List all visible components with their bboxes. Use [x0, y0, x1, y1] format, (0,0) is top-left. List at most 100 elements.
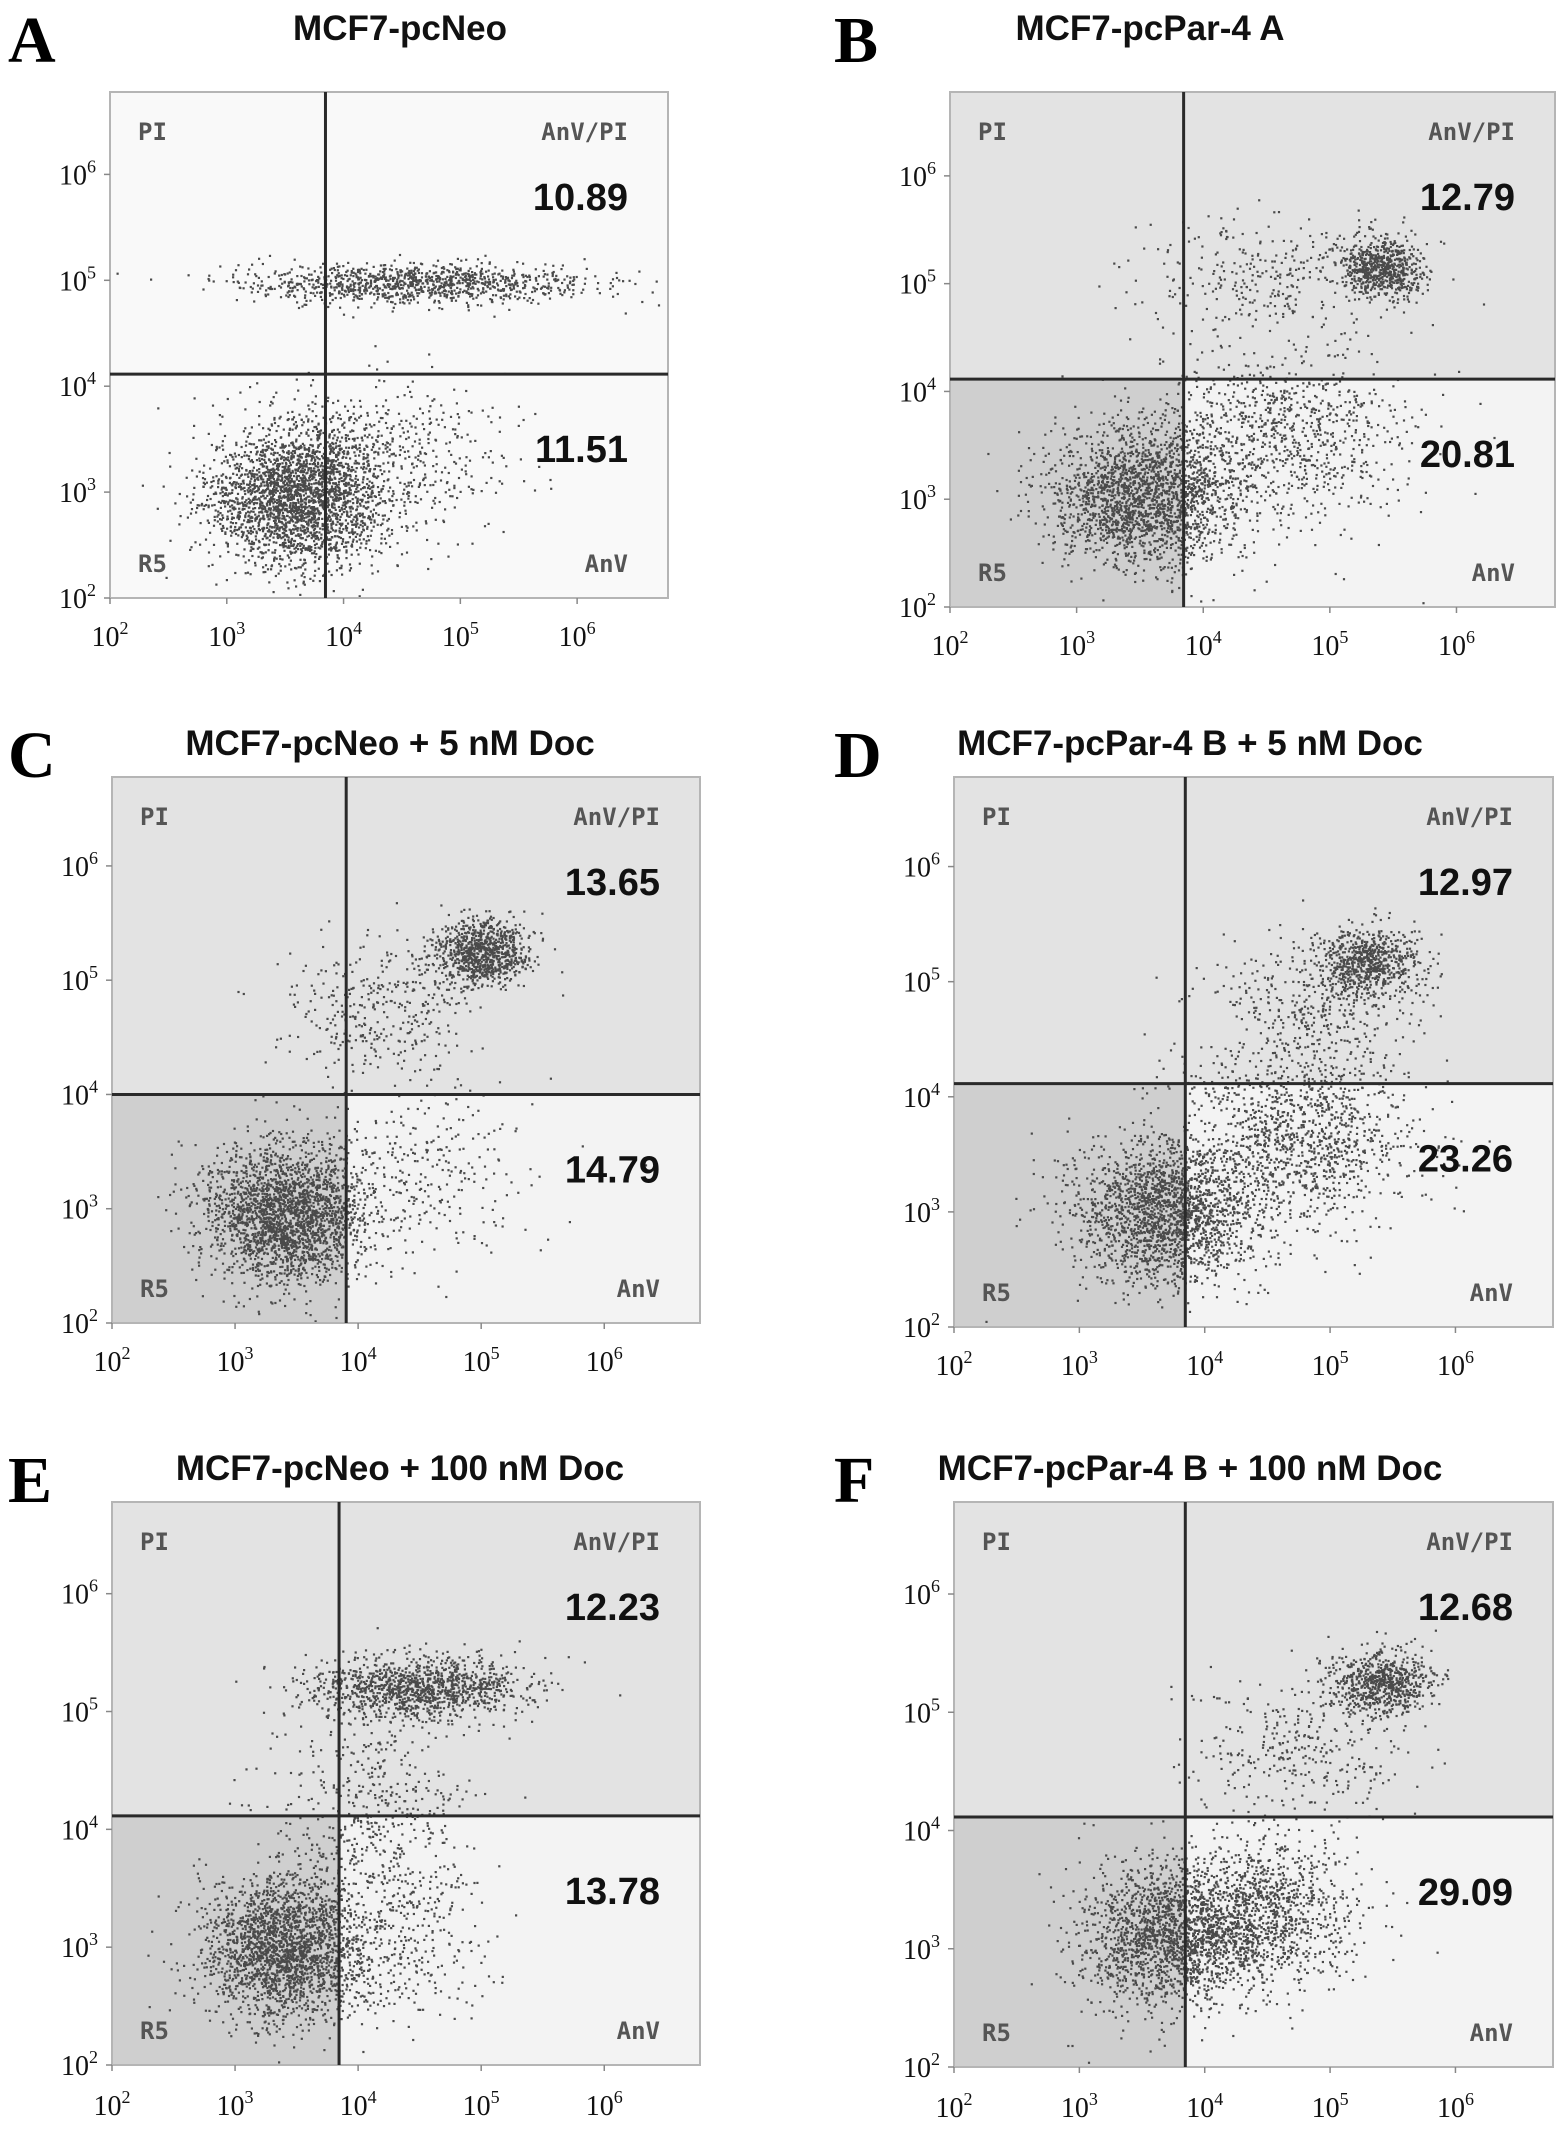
scatter-point: [309, 443, 312, 447]
scatter-point: [1175, 464, 1178, 467]
scatter-point: [442, 519, 445, 522]
scatter-point: [249, 386, 252, 389]
scatter-point: [485, 481, 488, 484]
scatter-point: [380, 276, 383, 279]
scatter-point: [316, 507, 319, 510]
scatter-point: [419, 450, 422, 453]
scatter-point: [250, 291, 253, 294]
scatter-point: [260, 478, 263, 481]
scatter-point: [386, 446, 389, 449]
scatter-point: [242, 479, 245, 482]
scatter-point: [302, 471, 305, 474]
scatter-point: [314, 519, 317, 522]
scatter-point: [300, 479, 303, 482]
scatter-point: [299, 486, 302, 489]
scatter-point: [348, 506, 351, 509]
scatter-point: [354, 289, 357, 292]
scatter-point: [352, 290, 355, 293]
scatter-point: [467, 275, 470, 278]
scatter-point: [276, 483, 279, 486]
scatter-point: [275, 441, 278, 444]
scatter-point: [388, 498, 391, 501]
scatter-point: [515, 279, 518, 282]
scatter-point: [461, 291, 465, 294]
scatter-point: [311, 420, 314, 423]
scatter-point: [317, 546, 320, 549]
scatter-point: [502, 288, 505, 291]
scatter-point: [354, 490, 357, 493]
scatter-point: [328, 466, 332, 469]
scatter-point: [317, 516, 320, 520]
scatter-point: [234, 483, 237, 486]
scatter-point: [402, 284, 405, 287]
scatter-point: [377, 513, 380, 516]
scatter-point: [456, 282, 459, 285]
scatter-point: [266, 487, 269, 491]
scatter-point: [535, 288, 538, 291]
scatter-point: [358, 291, 361, 294]
scatter-point: [266, 514, 269, 517]
scatter-point: [381, 473, 384, 476]
scatter-point: [1092, 489, 1095, 492]
scatter-point: [302, 490, 305, 493]
scatter-point: [438, 301, 441, 304]
scatter-point: [454, 428, 457, 431]
scatter-point: [233, 464, 236, 467]
scatter-point: [281, 542, 285, 545]
scatter-point: [1141, 529, 1144, 532]
scatter-point: [241, 487, 245, 490]
scatter-point: [1069, 492, 1072, 495]
scatter-point: [303, 501, 306, 504]
scatter-point: [236, 498, 239, 501]
scatter-point: [322, 452, 325, 455]
scatter-point: [367, 493, 370, 496]
scatter-point: [446, 275, 449, 278]
scatter-point: [1230, 543, 1233, 546]
scatter-point: [340, 447, 343, 450]
scatter-point: [447, 283, 450, 286]
scatter-point: [1210, 556, 1213, 559]
scatter-point: [398, 511, 402, 514]
scatter-point: [330, 485, 334, 488]
scatter-point: [285, 483, 289, 486]
scatter-point: [481, 456, 485, 459]
scatter-point: [282, 523, 285, 526]
scatter-point: [547, 287, 550, 290]
scatter-point: [310, 548, 313, 552]
scatter-point: [514, 281, 517, 284]
scatter-point: [1105, 506, 1108, 509]
scatter-point: [281, 558, 284, 561]
scatter-point: [221, 480, 224, 483]
scatter-point: [330, 470, 333, 473]
scatter-point: [399, 279, 402, 282]
scatter-point: [389, 283, 392, 286]
scatter-point: [351, 498, 354, 501]
scatter-point: [485, 270, 488, 273]
scatter-point: [378, 501, 382, 505]
scatter-point: [354, 470, 357, 473]
scatter-point: [549, 289, 553, 292]
scatter-point: [276, 516, 279, 519]
scatter-point: [264, 490, 267, 493]
scatter-point: [220, 474, 223, 477]
scatter-point: [1245, 509, 1248, 512]
scatter-point: [472, 488, 475, 491]
scatter-point: [321, 488, 324, 491]
scatter-point: [454, 266, 457, 269]
scatter-point: [327, 538, 330, 541]
scatter-point: [382, 275, 385, 279]
scatter-point: [414, 495, 417, 498]
scatter-point: [342, 489, 346, 493]
scatter-point: [193, 424, 196, 427]
scatter-point: [455, 292, 458, 295]
scatter-point: [262, 494, 265, 498]
scatter-point: [406, 385, 410, 388]
scatter-point: [301, 442, 304, 445]
scatter-point: [1186, 439, 1189, 442]
scatter-point: [370, 564, 373, 567]
scatter-point: [292, 455, 295, 458]
scatter-point: [273, 421, 277, 425]
scatter-point: [240, 488, 243, 491]
scatter-point: [1149, 550, 1152, 553]
scatter-point: [303, 448, 306, 451]
